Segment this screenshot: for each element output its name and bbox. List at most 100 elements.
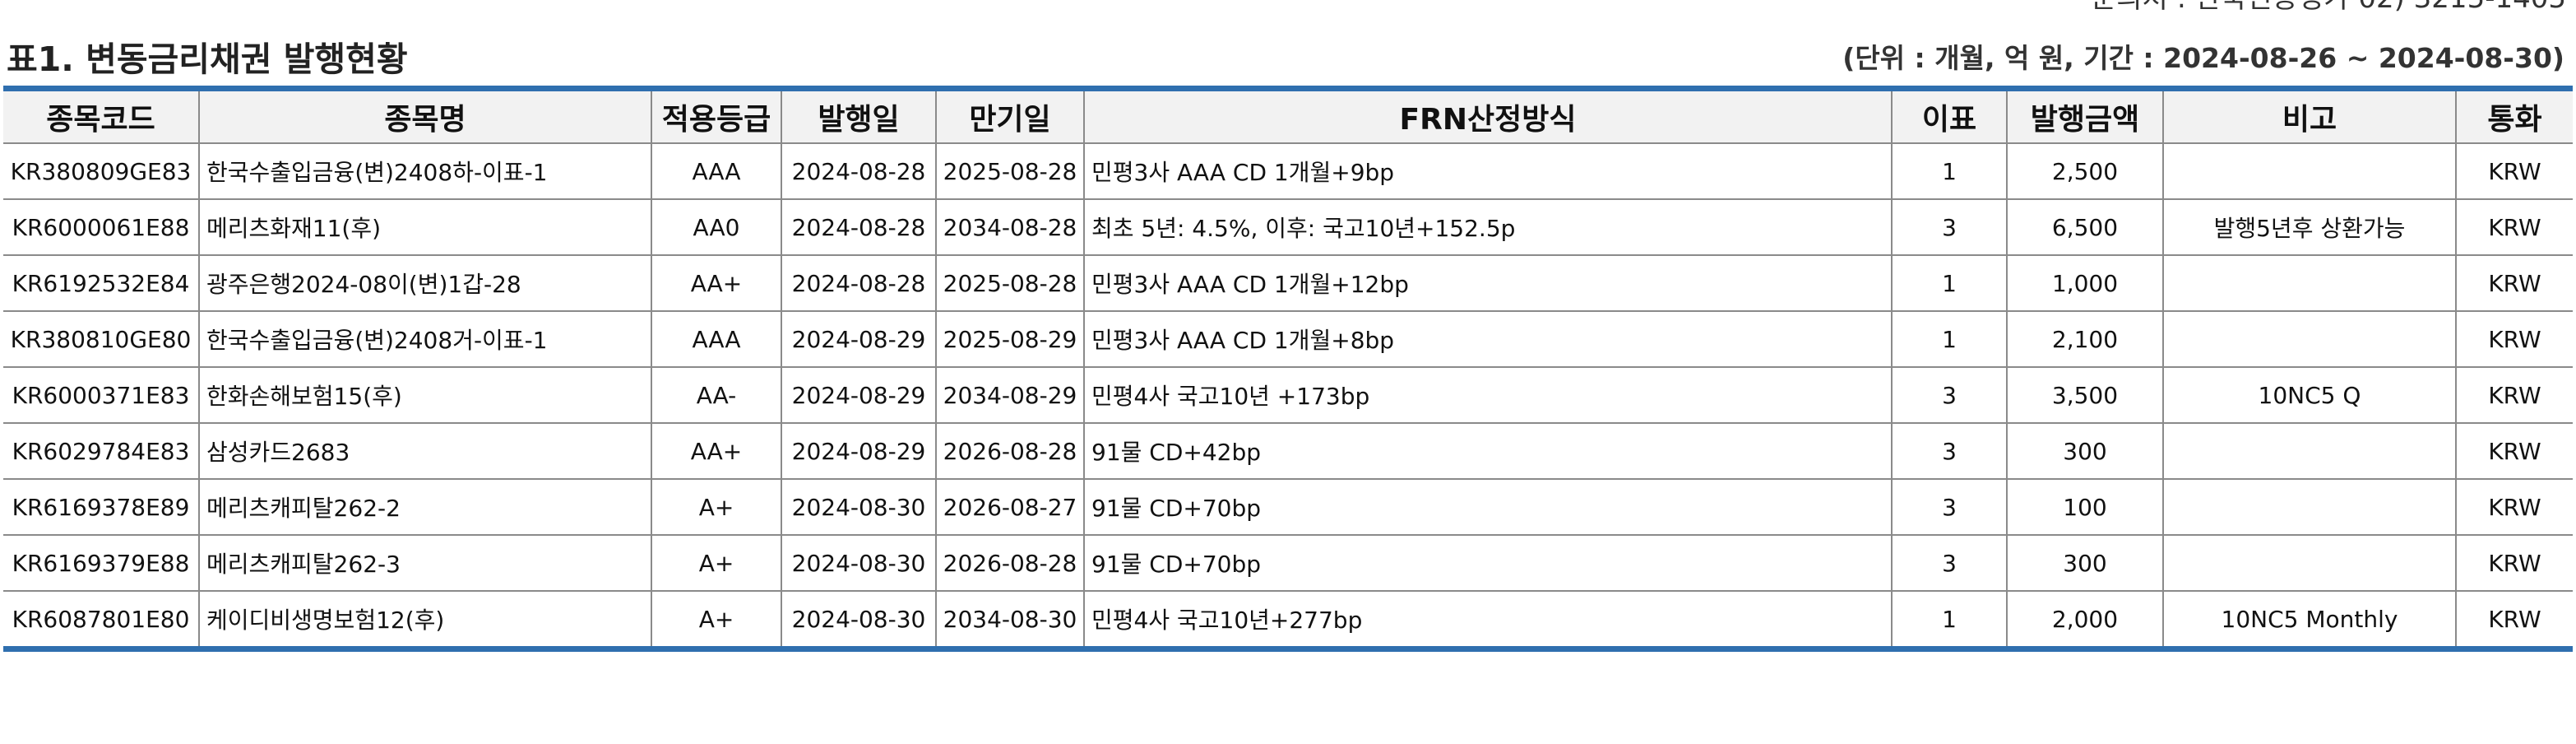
cell-amount: 6,500 — [2006, 198, 2164, 256]
cell-name: 한화손해보험15(후) — [198, 366, 652, 424]
table-row: KR6169379E88 메리츠캐피탈262-3 A+ 2024-08-30 2026-… — [3, 534, 2573, 592]
table-title: 표1. 변동금리채권 발행현황 — [7, 40, 408, 79]
contact-note: 문의처 : 한국신용평가 02) 3215-1405 — [2091, 0, 2566, 16]
cell-frn-method: 91물 CD+70bp — [1083, 478, 1893, 536]
cell-maturity-date: 2034-08-28 — [935, 198, 1085, 256]
cell-grade: AAA — [651, 142, 782, 200]
unit-period-note: (단위 : 개월, 억 원, 기간 : 2024-08-26 ~ 2024-08… — [1842, 42, 2564, 74]
cell-code: KR6000061E88 — [3, 198, 200, 256]
cell-currency: KRW — [2455, 310, 2573, 368]
cell-frn-method: 최초 5년: 4.5%, 이후: 국고10년+152.5p — [1083, 198, 1893, 256]
cell-issue-date: 2024-08-28 — [781, 254, 937, 312]
header-frn-method: FRN산정방식 — [1083, 88, 1893, 144]
cell-remark — [2162, 534, 2457, 592]
cell-maturity-date: 2026-08-28 — [935, 422, 1085, 480]
cell-currency: KRW — [2455, 254, 2573, 312]
cell-name: 메리츠캐피탈262-2 — [198, 478, 652, 536]
cell-issue-date: 2024-08-30 — [781, 590, 937, 650]
cell-grade: AA- — [651, 366, 782, 424]
cell-coupon: 3 — [1891, 478, 2008, 536]
cell-name: 메리츠화재11(후) — [198, 198, 652, 256]
cell-amount: 300 — [2006, 422, 2164, 480]
cell-currency: KRW — [2455, 142, 2573, 200]
table-row: KR6192532E84 광주은행2024-08이(변)1갑-28 AA+ 2024-… — [3, 254, 2573, 312]
cell-code: KR380809GE83 — [3, 142, 200, 200]
cell-remark: 발행5년후 상환가능 — [2162, 198, 2457, 256]
cell-code: KR6087801E80 — [3, 590, 200, 650]
frn-issuance-table: 종목코드 종목명 적용등급 발행일 만기일 FRN산정방식 이표 발행금액 비고 통화 KR380… — [3, 86, 2573, 652]
cell-maturity-date: 2034-08-29 — [935, 366, 1085, 424]
header-name: 종목명 — [198, 88, 652, 144]
cell-currency: KRW — [2455, 198, 2573, 256]
cell-currency: KRW — [2455, 478, 2573, 536]
cell-coupon: 1 — [1891, 254, 2008, 312]
cell-frn-method: 민평3사 AAA CD 1개월+8bp — [1083, 310, 1893, 368]
cell-amount: 2,100 — [2006, 310, 2164, 368]
table-body: KR380809GE83 한국수출입금융(변)2408하-이표-1 AAA 2024-… — [3, 142, 2573, 650]
table-row: KR6000061E88 메리츠화재11(후) AA0 2024-08-28 2034-… — [3, 198, 2573, 256]
cell-amount: 3,500 — [2006, 366, 2164, 424]
cell-issue-date: 2024-08-29 — [781, 310, 937, 368]
cell-coupon: 3 — [1891, 366, 2008, 424]
cell-name: 케이디비생명보험12(후) — [198, 590, 652, 650]
cell-currency: KRW — [2455, 590, 2573, 650]
cell-frn-method: 민평3사 AAA CD 1개월+12bp — [1083, 254, 1893, 312]
cell-amount: 100 — [2006, 478, 2164, 536]
cell-issue-date: 2024-08-30 — [781, 534, 937, 592]
header-maturity-date: 만기일 — [935, 88, 1085, 144]
cell-remark — [2162, 142, 2457, 200]
cell-coupon: 1 — [1891, 142, 2008, 200]
cell-grade: AAA — [651, 310, 782, 368]
cell-remark — [2162, 310, 2457, 368]
header-issue-date: 발행일 — [781, 88, 937, 144]
cell-remark — [2162, 478, 2457, 536]
cell-name: 광주은행2024-08이(변)1갑-28 — [198, 254, 652, 312]
cell-currency: KRW — [2455, 534, 2573, 592]
cell-grade: A+ — [651, 534, 782, 592]
cell-grade: AA+ — [651, 254, 782, 312]
cell-coupon: 1 — [1891, 310, 2008, 368]
header-remark: 비고 — [2162, 88, 2457, 144]
cell-issue-date: 2024-08-28 — [781, 198, 937, 256]
table-row: KR6029784E83 삼성카드2683 AA+ 2024-08-29 2026-08… — [3, 422, 2573, 480]
table-row: KR6087801E80 케이디비생명보험12(후) A+ 2024-08-30 203… — [3, 590, 2573, 650]
table-row: KR6000371E83 한화손해보험15(후) AA- 2024-08-29 2034… — [3, 366, 2573, 424]
table-row: KR380810GE80 한국수출입금융(변)2408거-이표-1 AAA 2024-… — [3, 310, 2573, 368]
cell-amount: 300 — [2006, 534, 2164, 592]
cell-name: 삼성카드2683 — [198, 422, 652, 480]
cell-grade: A+ — [651, 590, 782, 650]
cell-frn-method: 민평4사 국고10년 +173bp — [1083, 366, 1893, 424]
cell-issue-date: 2024-08-30 — [781, 478, 937, 536]
cell-maturity-date: 2034-08-30 — [935, 590, 1085, 650]
cell-maturity-date: 2025-08-29 — [935, 310, 1085, 368]
header-coupon: 이표 — [1891, 88, 2008, 144]
cell-maturity-date: 2025-08-28 — [935, 254, 1085, 312]
cell-issue-date: 2024-08-28 — [781, 142, 937, 200]
cell-coupon: 3 — [1891, 422, 2008, 480]
cell-frn-method: 91물 CD+42bp — [1083, 422, 1893, 480]
table-header-row: 종목코드 종목명 적용등급 발행일 만기일 FRN산정방식 이표 발행금액 비고 통화 — [3, 88, 2573, 144]
cell-name: 한국수출입금융(변)2408하-이표-1 — [198, 142, 652, 200]
cell-maturity-date: 2026-08-27 — [935, 478, 1085, 536]
cell-remark: 10NC5 Monthly — [2162, 590, 2457, 650]
cell-code: KR6169379E88 — [3, 534, 200, 592]
cell-amount: 2,000 — [2006, 590, 2164, 650]
cell-issue-date: 2024-08-29 — [781, 422, 937, 480]
header-code: 종목코드 — [3, 88, 200, 144]
cell-grade: AA0 — [651, 198, 782, 256]
cell-coupon: 3 — [1891, 534, 2008, 592]
cell-code: KR6169378E89 — [3, 478, 200, 536]
cell-code: KR380810GE80 — [3, 310, 200, 368]
table-row: KR380809GE83 한국수출입금융(변)2408하-이표-1 AAA 2024-… — [3, 142, 2573, 200]
cell-code: KR6000371E83 — [3, 366, 200, 424]
cell-currency: KRW — [2455, 422, 2573, 480]
header-currency: 통화 — [2455, 88, 2573, 144]
cell-remark: 10NC5 Q — [2162, 366, 2457, 424]
cell-maturity-date: 2025-08-28 — [935, 142, 1085, 200]
cell-name: 한국수출입금융(변)2408거-이표-1 — [198, 310, 652, 368]
cell-grade: AA+ — [651, 422, 782, 480]
cell-remark — [2162, 254, 2457, 312]
cell-maturity-date: 2026-08-28 — [935, 534, 1085, 592]
cell-frn-method: 91물 CD+70bp — [1083, 534, 1893, 592]
cell-currency: KRW — [2455, 366, 2573, 424]
